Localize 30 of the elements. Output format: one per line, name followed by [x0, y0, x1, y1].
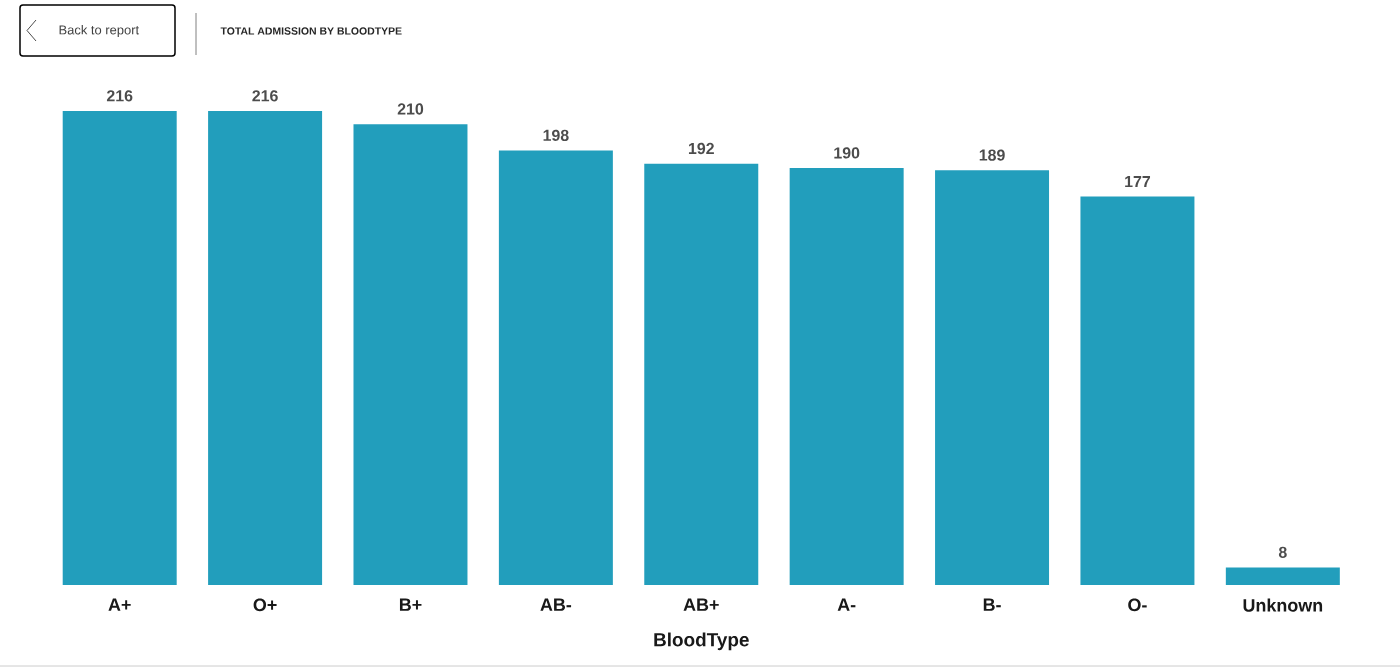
bar: [1080, 196, 1195, 585]
x-axis-title: BloodType: [654, 632, 749, 651]
data-label: 8: [1278, 546, 1287, 558]
bar: [1225, 567, 1340, 585]
x-tick-label: AB+: [683, 598, 719, 611]
data-label: 177: [1125, 176, 1151, 188]
bar: [498, 150, 613, 585]
text: Back to report: [59, 24, 140, 38]
data-label: 190: [834, 147, 860, 159]
x-tick-label: B+: [399, 598, 422, 611]
x-tick-label: AB-: [540, 598, 572, 611]
x-tick-label: Unknown: [1243, 598, 1323, 612]
bar: [935, 170, 1050, 585]
data-label: 210: [397, 103, 424, 115]
x-tick-label: A-: [837, 598, 856, 611]
x-tick-label: O-: [1128, 598, 1147, 612]
bar: [644, 163, 759, 585]
bar: [208, 111, 323, 585]
chart-title: TOTAL ADMISSION BY BLOODTYPE: [220, 27, 402, 35]
data-label: 216: [106, 90, 133, 102]
data-label: 192: [688, 142, 714, 155]
bar: [789, 168, 904, 585]
bar: [62, 111, 177, 585]
bar: [353, 124, 468, 585]
x-tick-label: A+: [108, 598, 131, 611]
x-tick-label: B-: [983, 598, 1001, 611]
data-label: 198: [543, 129, 569, 141]
x-tick-label: O+: [253, 598, 277, 612]
data-label: 216: [252, 90, 278, 102]
data-label: 189: [979, 149, 1005, 161]
